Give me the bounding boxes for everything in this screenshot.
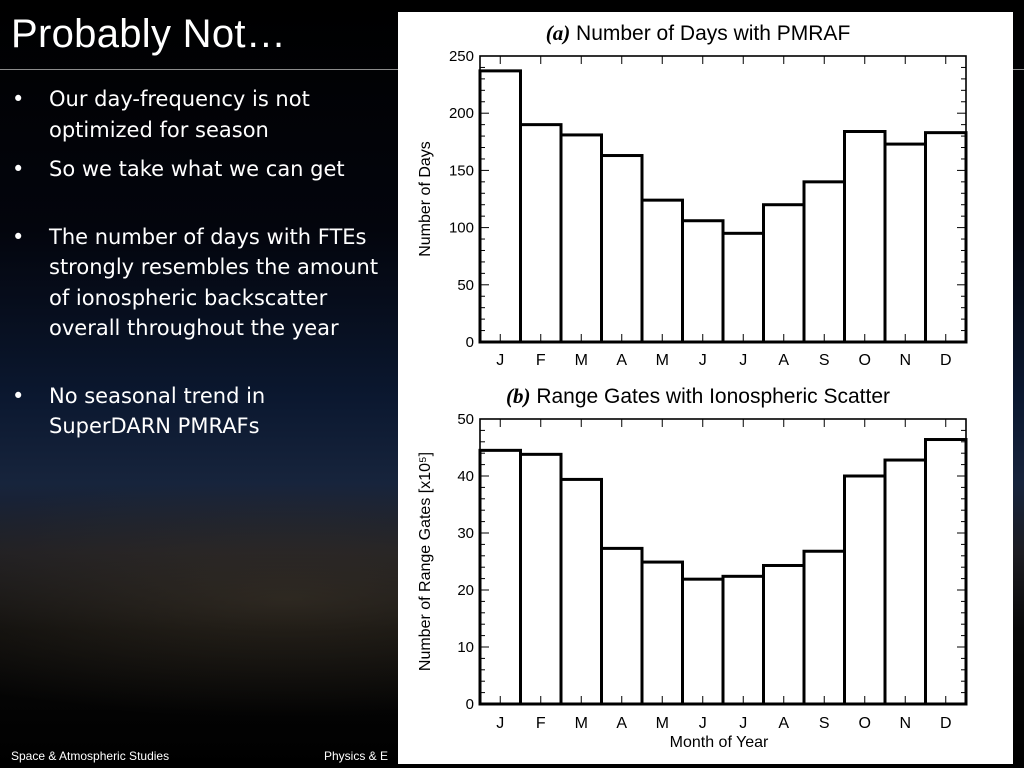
chart-figure: (a) Number of Days with PMRAF 0 50 100 150 20… — [398, 12, 1013, 764]
x-tick-label: A — [616, 715, 627, 732]
y-tick-label: 50 — [457, 411, 474, 428]
x-tick-label: J — [739, 715, 747, 732]
plot-frame — [479, 55, 967, 343]
x-tick-label: M — [656, 715, 669, 732]
x-tick-label: J — [699, 352, 707, 369]
bar — [843, 474, 887, 706]
plot-frame — [479, 418, 967, 705]
bar — [478, 448, 522, 706]
bar — [519, 452, 563, 706]
bullet-item: • Our day-frequency is not optimized for… — [12, 84, 392, 145]
x-tick-label: A — [778, 715, 789, 732]
x-tick-label: J — [699, 715, 707, 732]
y-tick-label: 30 — [457, 525, 474, 542]
bar — [721, 231, 765, 344]
x-tick-label: M — [575, 352, 588, 369]
x-tick-label: J — [496, 715, 504, 732]
bar — [600, 154, 644, 344]
x-axis-label: Month of Year — [670, 734, 769, 751]
bar — [681, 577, 725, 706]
y-tick-label: 10 — [457, 639, 474, 656]
bar-charts: (a) Number of Days with PMRAF05010015020… — [417, 21, 968, 751]
footer-organization: Space & Atmospheric Studies — [11, 749, 170, 763]
bar — [559, 133, 603, 344]
bar — [559, 477, 603, 706]
x-tick-label: N — [899, 352, 911, 369]
x-tick-label: J — [739, 352, 747, 369]
x-tick-label: S — [819, 715, 830, 732]
bullet-glyph: • — [12, 87, 25, 111]
bullet-item: • So we take what we can get — [12, 154, 392, 185]
y-tick-label: 200 — [449, 105, 474, 122]
y-axis-label: Number of Days — [417, 141, 434, 257]
chart-title-text: Number of Days with PMRAF — [570, 22, 850, 45]
x-tick-label: J — [496, 352, 504, 369]
bar — [762, 203, 806, 344]
bar — [883, 142, 927, 344]
x-tick-label: F — [536, 715, 546, 732]
y-tick-label: 250 — [449, 48, 474, 65]
bar — [762, 563, 806, 706]
bar — [802, 549, 846, 706]
bar — [681, 219, 725, 344]
y-tick-label: 40 — [457, 468, 474, 485]
x-tick-label: N — [899, 715, 911, 732]
x-tick-label: M — [656, 352, 669, 369]
bullet-text: The number of days with FTEs strongly re… — [49, 224, 379, 341]
footer-department: Physics & E — [324, 749, 389, 763]
bar — [721, 574, 765, 706]
x-tick-label: A — [778, 352, 789, 369]
panel-label: (b) — [506, 384, 531, 408]
bullet-text: Our day-frequency is not optimized for s… — [49, 87, 310, 142]
slide-title: Probably Not… — [11, 12, 287, 56]
bar — [802, 180, 846, 344]
y-axis-label: Number of Range Gates [x10⁵] — [417, 452, 434, 671]
x-tick-label: O — [859, 715, 871, 732]
bar — [640, 560, 684, 706]
x-tick-label: D — [940, 352, 952, 369]
bar — [843, 130, 887, 344]
bar — [600, 546, 644, 706]
bullet-list: • Our day-frequency is not optimized for… — [12, 84, 392, 442]
y-tick-label: 0 — [466, 696, 474, 713]
bullet-text: So we take what we can get — [49, 157, 345, 181]
bullet-item: • The number of days with FTEs strongly … — [12, 222, 392, 344]
chart-title-text: Range Gates with Ionospheric Scatter — [530, 385, 890, 408]
bar — [519, 123, 563, 344]
bar — [924, 438, 968, 706]
y-tick-label: 150 — [449, 162, 474, 179]
y-tick-label: 50 — [457, 277, 474, 294]
bullet-glyph: • — [12, 383, 25, 408]
bar — [640, 198, 684, 344]
bullet-text: No seasonal trend in SuperDARN PMRAFs — [49, 383, 266, 439]
bar — [883, 458, 927, 706]
x-tick-label: M — [575, 715, 588, 732]
y-tick-label: 20 — [457, 582, 474, 599]
chart-title: (b) Range Gates with Ionospheric Scatter — [506, 384, 890, 408]
bullet-item: • No seasonal trend in SuperDARN PMRAFs — [12, 381, 392, 442]
chart-title: (a) Number of Days with PMRAF — [546, 21, 851, 45]
x-tick-label: D — [940, 715, 952, 732]
bar — [924, 131, 968, 344]
panel-label: (a) — [546, 21, 571, 45]
x-tick-label: O — [859, 352, 871, 369]
x-tick-label: A — [616, 352, 627, 369]
x-tick-label: S — [819, 352, 830, 369]
bullet-glyph: • — [12, 224, 25, 249]
y-tick-label: 100 — [449, 220, 474, 237]
bar — [478, 69, 522, 344]
x-tick-label: F — [536, 352, 546, 369]
y-tick-label: 0 — [466, 334, 474, 351]
bullet-glyph: • — [12, 157, 25, 181]
